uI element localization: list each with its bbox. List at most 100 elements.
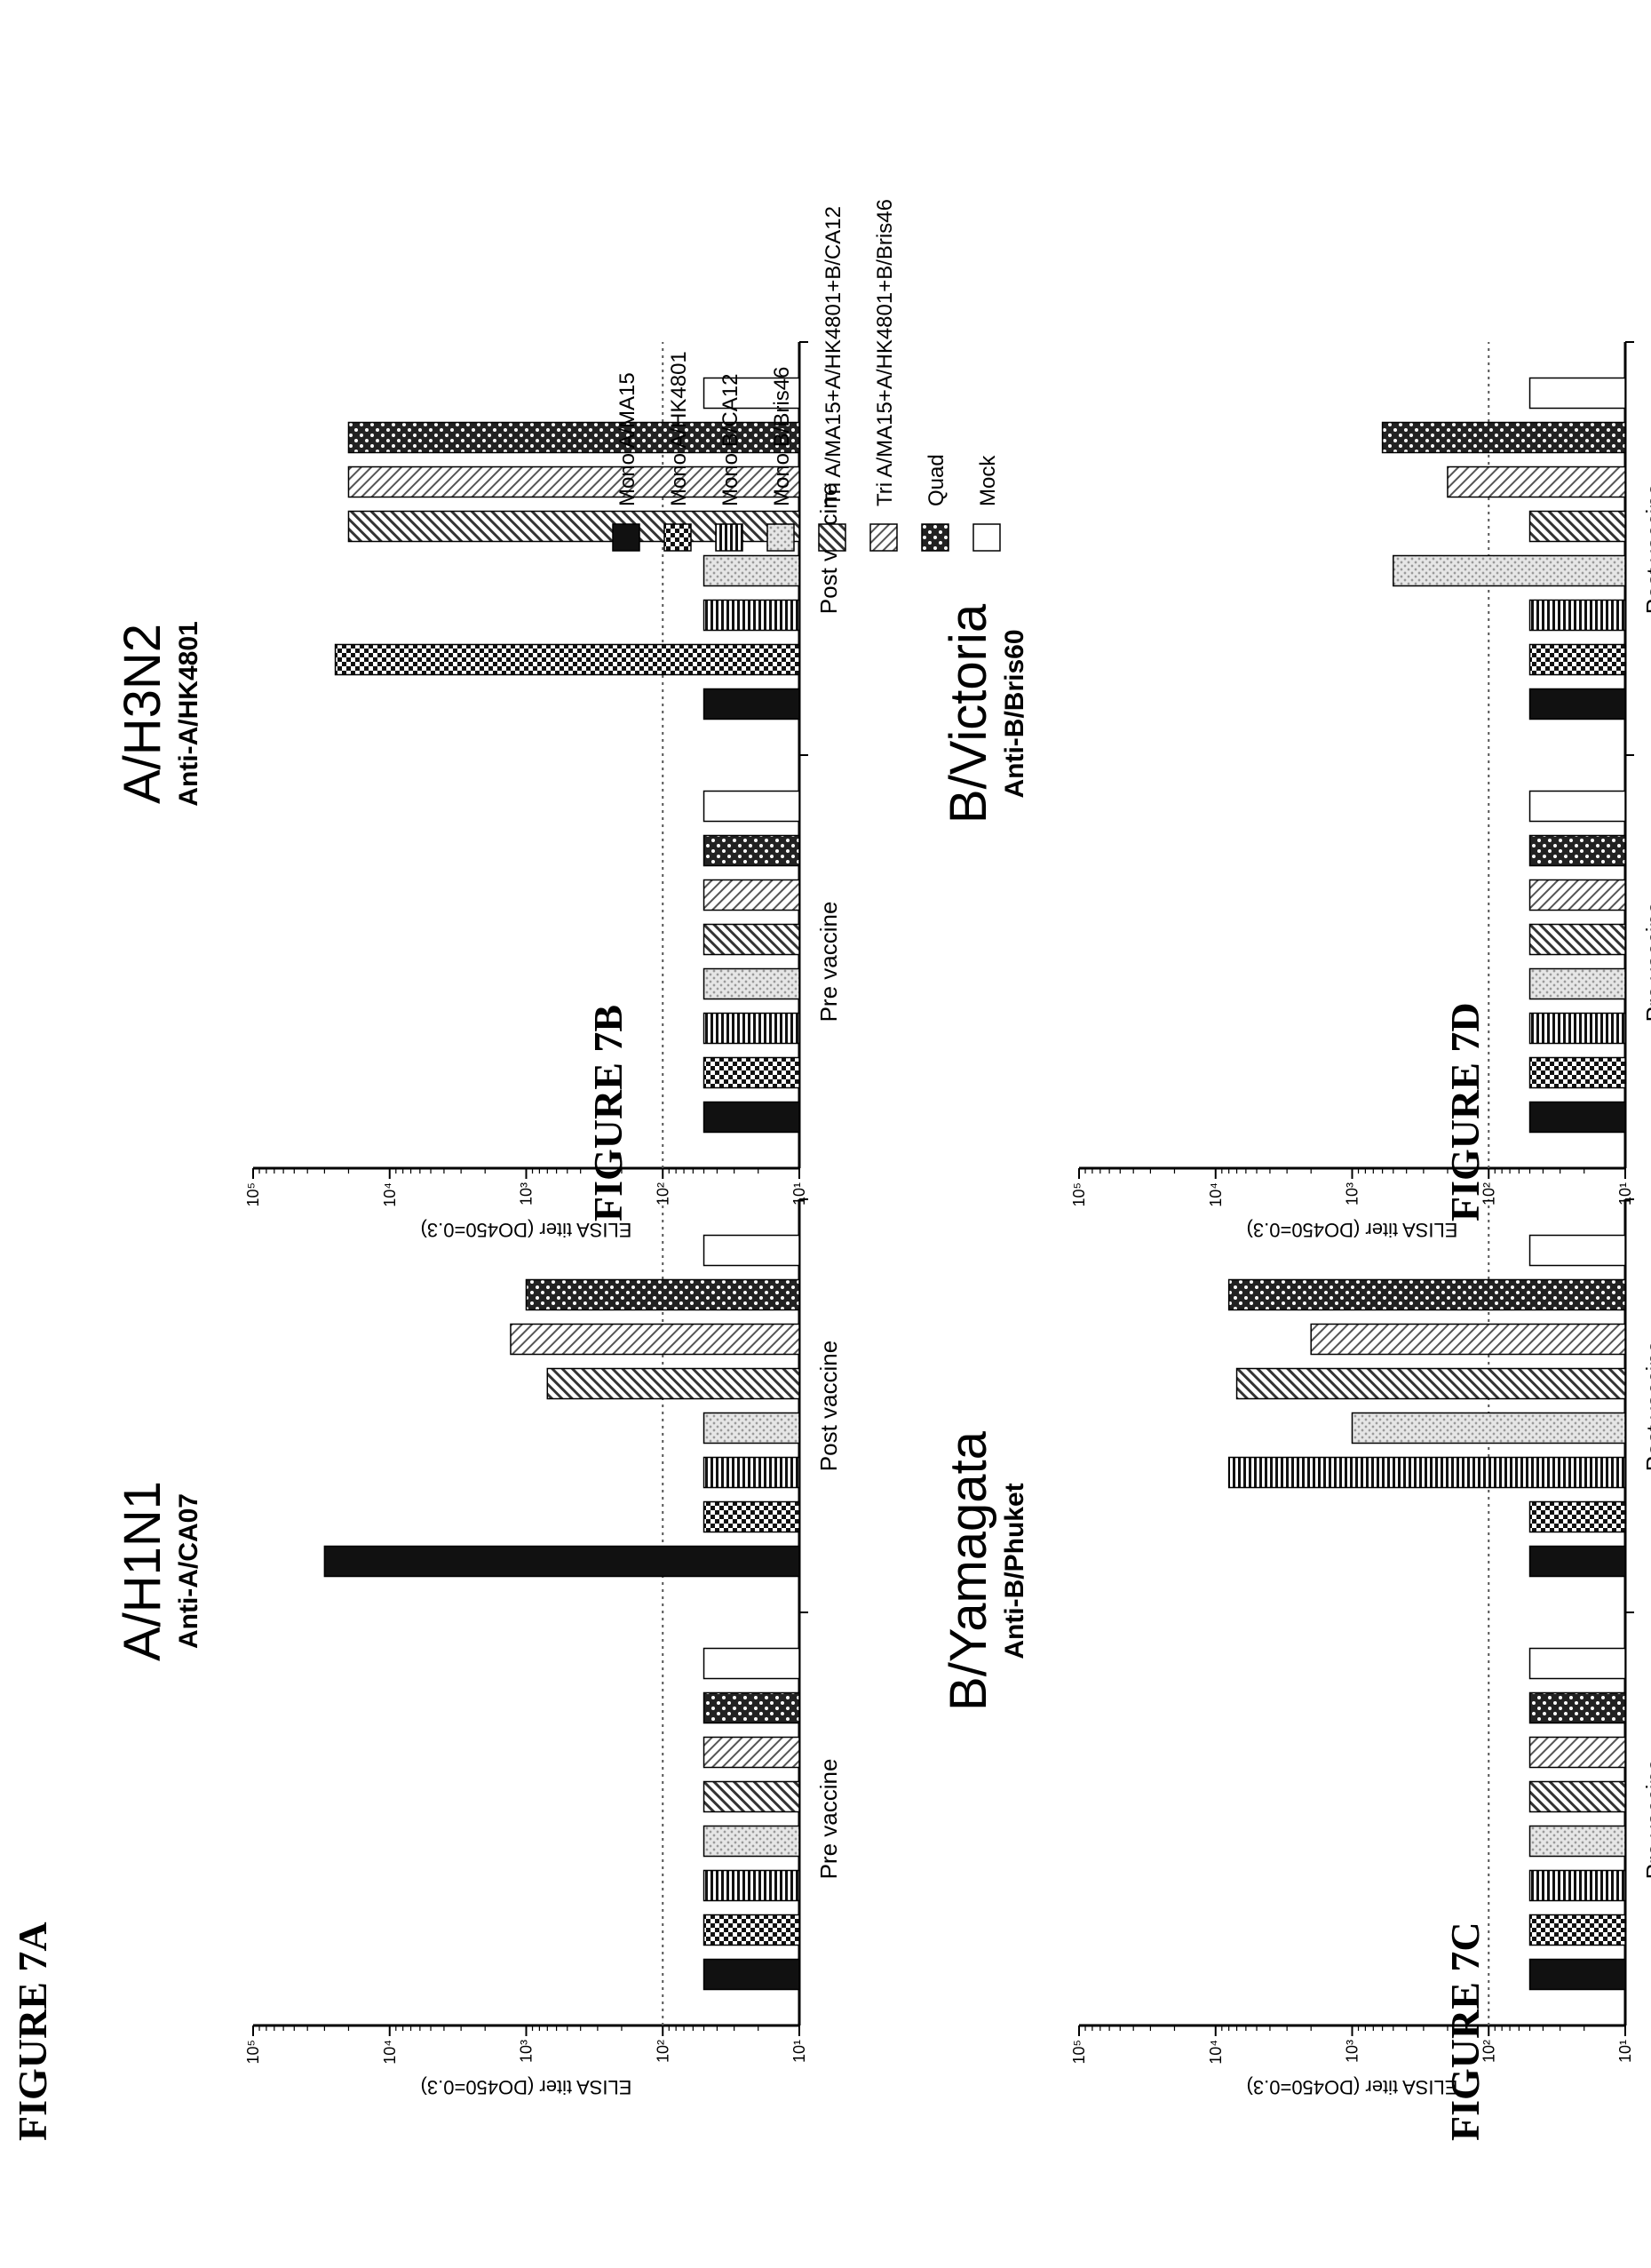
bar — [1528, 1736, 1626, 1769]
panel-7c: B/Yamagata Anti-B/Phuket 10⁵ 10⁴ 10³ 10² 10¹ EL… — [940, 1198, 1651, 2098]
bar — [1528, 1869, 1626, 1902]
bar — [1447, 466, 1626, 498]
bar — [1310, 1323, 1626, 1356]
legend-label: Mono A/HK4801 — [667, 351, 691, 506]
bar — [702, 923, 800, 956]
y-tick-label: 10² — [1480, 2040, 1497, 2063]
x-tick-label: Post vaccine — [815, 1341, 842, 1471]
figure-label-7d: FIGURE 7D — [1442, 1002, 1488, 1222]
legend-label: Mono B/CA12 — [718, 374, 742, 506]
y-axis-label: ELISA titer (DO450=0.3) — [421, 1219, 632, 1241]
legend-swatch — [612, 523, 640, 552]
panel-subtitle: Anti-B/Phuket — [1000, 1483, 1029, 1659]
x-tick-label: Post vaccine — [1641, 1341, 1651, 1471]
bar — [1528, 1234, 1626, 1267]
bar — [1351, 1412, 1626, 1444]
legend-label: Tri A/MA15+A/HK4801+B/CA12 — [822, 206, 845, 506]
legend: Mono A/MA15 Mono A/HK4801 Mono B/CA12 Mono … — [612, 199, 1001, 552]
legend-label: Quad — [925, 454, 949, 506]
y-tick-label: 10⁴ — [381, 2040, 399, 2065]
y-tick-label: 10¹ — [1616, 1182, 1634, 1206]
bar — [702, 599, 800, 632]
bar — [1528, 599, 1626, 632]
bar — [1227, 1278, 1626, 1311]
x-tick-label: Pre vaccine — [815, 902, 842, 1023]
bar — [1528, 1914, 1626, 1946]
bar — [702, 1412, 800, 1444]
y-axis-label: ELISA titer (DO450=0.3) — [1247, 2076, 1458, 2098]
bar — [1528, 1500, 1626, 1533]
figure-label-7a: FIGURE 7A — [10, 1922, 55, 2141]
legend-swatch — [715, 523, 743, 552]
bar — [702, 879, 800, 911]
panel-7d: B/Victoria Anti-B/Bris60 10⁵ 10⁴ 10³ 10² 10¹ EL… — [940, 341, 1651, 1241]
legend-swatch — [818, 523, 846, 552]
bar — [702, 1780, 800, 1813]
bar — [702, 1234, 800, 1267]
panel-subtitle: Anti-B/Bris60 — [1000, 629, 1029, 798]
bar — [702, 1056, 800, 1089]
bar — [702, 790, 800, 823]
y-axis-label: ELISA titer (DO450=0.3) — [421, 2076, 632, 2098]
panel-7a: A/H1N1 Anti-A/CA07 10⁵ 10⁴ 10³ 10² 10¹ ELISA ti… — [114, 1198, 842, 2098]
bar — [1528, 879, 1626, 911]
x-tick-label: Post vaccine — [1641, 483, 1651, 614]
figure-label-7b: FIGURE 7B — [585, 1005, 631, 1222]
y-tick-label: 10³ — [518, 1182, 536, 1206]
y-tick-label: 10⁵ — [1070, 1182, 1088, 1206]
x-tick-label: Pre vaccine — [1641, 902, 1651, 1023]
legend-swatch — [869, 523, 898, 552]
bar — [1528, 967, 1626, 1000]
bar — [702, 1500, 800, 1533]
y-tick-label: 10³ — [1344, 2040, 1361, 2063]
bar — [1528, 923, 1626, 956]
legend-swatch — [972, 523, 1001, 552]
bar — [1528, 643, 1626, 676]
panel-title: A/H3N2 — [114, 624, 171, 804]
bar — [510, 1323, 800, 1356]
bar — [1528, 1647, 1626, 1680]
bar — [702, 377, 800, 410]
bar — [1528, 688, 1626, 720]
y-tick-label: 10¹ — [790, 2040, 808, 2063]
panel-title: B/Yamagata — [940, 1430, 997, 1711]
legend-swatch — [663, 523, 692, 552]
bar — [1381, 421, 1626, 454]
bar — [1528, 834, 1626, 867]
bar — [702, 1456, 800, 1489]
bar — [1528, 1958, 1626, 1991]
y-tick-label: 10³ — [518, 2040, 536, 2063]
bar — [702, 1736, 800, 1769]
bar — [1528, 510, 1626, 543]
legend-label: Mono B/Bris46 — [770, 367, 794, 506]
y-tick-label: 10⁵ — [244, 2040, 262, 2064]
figure-label-7c: FIGURE 7C — [1442, 1922, 1488, 2141]
bar — [702, 1914, 800, 1946]
y-tick-label: 10⁵ — [1070, 2040, 1088, 2064]
panel-subtitle: Anti-A/CA07 — [174, 1493, 203, 1649]
bar — [1235, 1367, 1626, 1400]
bar — [1528, 1780, 1626, 1813]
bar — [1528, 1825, 1626, 1858]
bar — [1528, 790, 1626, 823]
bar — [702, 1101, 800, 1134]
bar — [702, 1647, 800, 1680]
bar — [702, 1869, 800, 1902]
y-tick-label: 10⁴ — [1207, 2040, 1225, 2065]
x-tick-label: Pre vaccine — [1641, 1759, 1651, 1880]
legend-label: Tri A/MA15+A/HK4801+B/Bris46 — [873, 199, 897, 506]
panel-title: B/Victoria — [940, 603, 997, 824]
y-tick-label: 10⁴ — [1207, 1182, 1225, 1207]
bar — [323, 1545, 800, 1578]
bar — [702, 967, 800, 1000]
bar — [1528, 1056, 1626, 1089]
bar — [702, 554, 800, 587]
panel-title: A/H1N1 — [114, 1481, 171, 1661]
legend-label: Mock — [976, 455, 1000, 506]
bar — [1528, 1101, 1626, 1134]
bar — [702, 1958, 800, 1991]
bar — [702, 1012, 800, 1045]
bar — [525, 1278, 800, 1311]
bar — [334, 643, 800, 676]
